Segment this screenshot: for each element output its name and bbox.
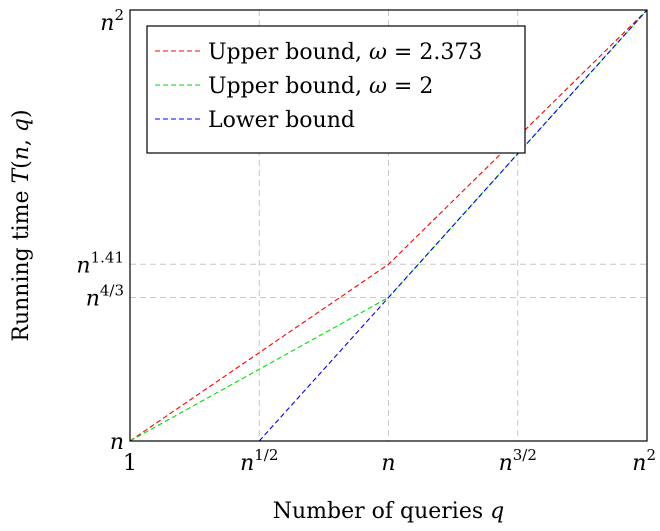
y-tick-label: n2 [100,6,124,36]
y-tick-labels: n n4/3n1.41 n2 [76,6,124,455]
legend-entry: Lower bound [208,108,355,133]
legend-entry: Upper bound, ω = 2 [208,74,433,99]
y-tick-label: n [110,430,124,455]
x-tick-label: 1 [123,451,137,476]
x-axis-label: Number of queries q [273,499,505,524]
y-tick-label: n4/3 [86,281,124,311]
x-tick-label: n3/2 [499,446,537,476]
x-tick-label: n [381,451,395,476]
series-layer [129,9,648,442]
x-tick-label: n1/2 [240,446,278,476]
legend-entry: Upper bound, ω = 2.373 [208,40,482,65]
y-axis-label: Running time T(n, q) [9,109,34,341]
y-tick-label: n1.41 [76,248,124,278]
plot-frame [129,9,648,442]
legend: Upper bound, ω = 2.373 Upper bound, ω = 2… [146,25,526,154]
series-line-3 [258,9,648,442]
x-tick-labels: 1 n1/2 n n3/2 n2 [123,446,656,476]
x-tick-label: n2 [632,446,656,476]
series-line-1 [129,9,648,442]
legend-box [146,25,526,154]
